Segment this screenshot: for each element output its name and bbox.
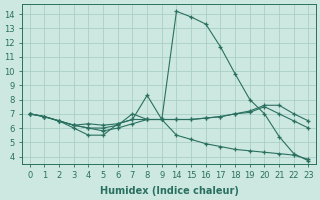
X-axis label: Humidex (Indice chaleur): Humidex (Indice chaleur) xyxy=(100,186,239,196)
